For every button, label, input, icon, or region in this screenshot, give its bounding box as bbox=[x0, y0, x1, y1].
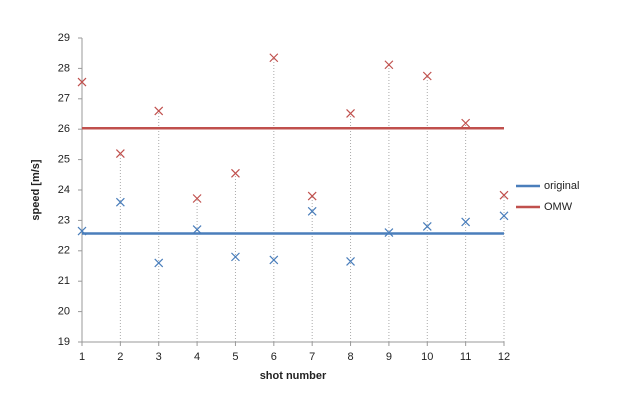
x-tick-label: 12 bbox=[498, 351, 510, 363]
marker bbox=[461, 118, 471, 128]
y-tick-label: 26 bbox=[58, 123, 70, 135]
marker bbox=[192, 194, 202, 203]
y-axis-title: speed [m/s] bbox=[30, 159, 42, 220]
marker bbox=[422, 222, 432, 231]
marker bbox=[154, 258, 164, 268]
y-tick-label: 22 bbox=[58, 245, 70, 257]
y-tick-label: 28 bbox=[58, 62, 70, 74]
x-tick-label: 11 bbox=[460, 351, 471, 363]
marker bbox=[231, 168, 240, 178]
marker bbox=[384, 60, 394, 70]
x-tick-label: 5 bbox=[232, 351, 238, 363]
marker bbox=[269, 53, 279, 63]
marker bbox=[422, 71, 432, 81]
marker bbox=[115, 197, 125, 207]
y-tick-label: 21 bbox=[58, 275, 70, 287]
x-axis-title: shot number bbox=[260, 370, 327, 382]
marker bbox=[499, 190, 509, 200]
marker bbox=[77, 77, 87, 87]
x-tick-label: 1 bbox=[79, 351, 85, 363]
y-tick-label: 20 bbox=[58, 306, 70, 318]
x-tick-label: 7 bbox=[309, 351, 315, 363]
y-tick-label: 19 bbox=[58, 336, 70, 348]
marker bbox=[269, 255, 279, 265]
y-tick-label: 25 bbox=[58, 154, 70, 166]
y-tick-label: 24 bbox=[58, 184, 70, 196]
y-tick-label: 27 bbox=[58, 93, 70, 105]
legend-label: original bbox=[544, 180, 579, 192]
x-tick-label: 10 bbox=[421, 351, 433, 363]
y-tick-label: 29 bbox=[58, 32, 70, 44]
marker bbox=[192, 225, 202, 234]
marker bbox=[77, 226, 87, 236]
marker bbox=[231, 252, 240, 262]
x-tick-label: 2 bbox=[117, 351, 123, 363]
marker bbox=[307, 206, 317, 216]
marker bbox=[346, 108, 355, 118]
marker bbox=[346, 257, 355, 266]
legend-label: OMW bbox=[544, 201, 573, 213]
marker bbox=[499, 211, 509, 221]
x-tick-label: 9 bbox=[386, 351, 392, 363]
x-tick-label: 4 bbox=[194, 351, 200, 363]
marker bbox=[384, 228, 394, 237]
marker bbox=[461, 217, 471, 227]
x-tick-label: 8 bbox=[347, 351, 353, 363]
y-tick-label: 23 bbox=[58, 214, 70, 226]
marker bbox=[307, 191, 317, 201]
x-tick-label: 3 bbox=[156, 351, 162, 363]
x-tick-label: 6 bbox=[271, 351, 277, 363]
marker bbox=[115, 149, 125, 158]
marker bbox=[154, 106, 164, 116]
